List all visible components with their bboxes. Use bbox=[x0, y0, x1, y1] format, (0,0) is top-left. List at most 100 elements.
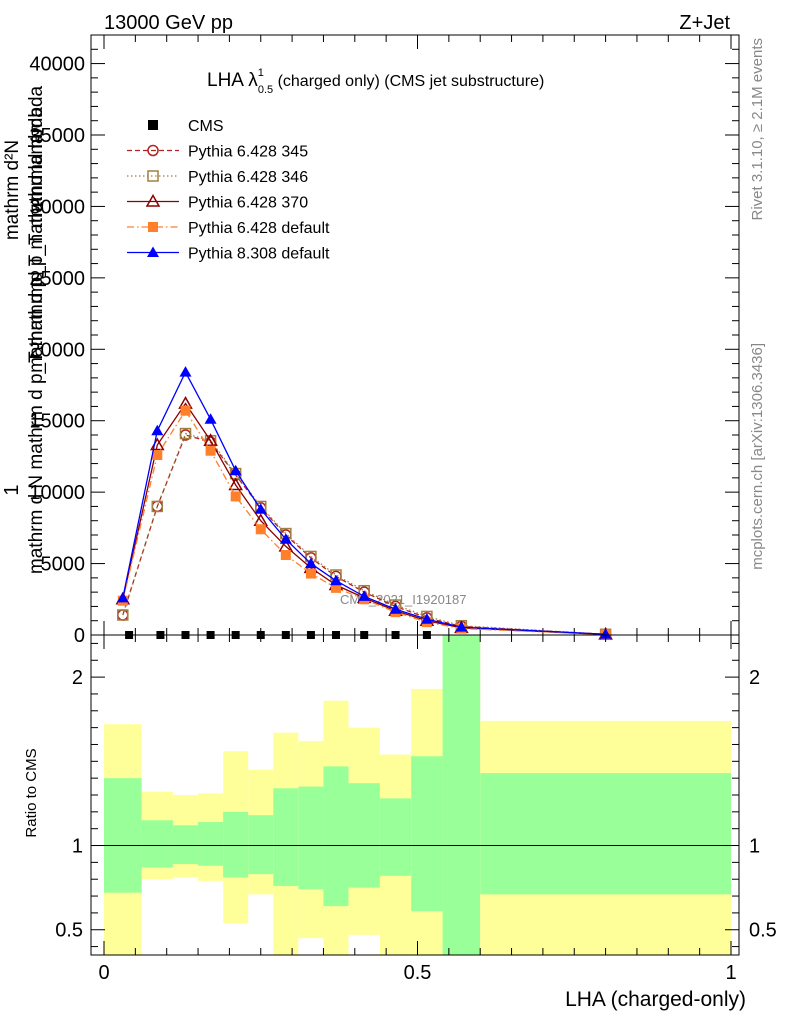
data-point bbox=[280, 550, 291, 560]
ratio-axis-ticks bbox=[91, 635, 739, 955]
legend-entry: Pythia 6.428 346 bbox=[127, 169, 308, 186]
series-5 bbox=[116, 366, 612, 639]
data-point bbox=[358, 590, 371, 601]
ratio-inner-band bbox=[480, 773, 731, 895]
data-point bbox=[279, 533, 292, 544]
main-y-tick-label: 30000 bbox=[29, 196, 85, 218]
legend-entry: Pythia 6.428 345 bbox=[127, 144, 308, 161]
main-series bbox=[115, 366, 613, 641]
data-point bbox=[151, 424, 164, 436]
ratio-y-tick-label: 0.5 bbox=[55, 920, 83, 942]
data-point bbox=[255, 524, 266, 535]
ratio-y-tick-labels: 0.5 0.5 1 1 2 2 bbox=[55, 667, 777, 942]
data-point bbox=[179, 366, 192, 377]
header-left: 13000 GeV pp bbox=[104, 12, 233, 34]
ratio-bands bbox=[104, 635, 731, 955]
legend-label: Pythia 6.428 370 bbox=[188, 195, 308, 212]
x-axis-title: LHA (charged-only) bbox=[565, 988, 746, 1011]
main-y-tick-labels: 0 5000 10000 15000 20000 25000 30000 35000 40000 bbox=[29, 54, 85, 647]
ratio-x-tick-labels: 0 0.5 1 bbox=[98, 962, 736, 984]
main-y-tick-label: 10000 bbox=[29, 482, 85, 504]
legend-entry: Pythia 6.428 default bbox=[127, 220, 330, 237]
data-point bbox=[330, 582, 341, 593]
ratio-inner-band bbox=[248, 815, 274, 875]
data-point bbox=[455, 621, 468, 632]
ratio-y-tick-label: 2 bbox=[72, 667, 83, 689]
legend-label: Pythia 6.428 345 bbox=[188, 144, 308, 161]
series-line bbox=[122, 370, 606, 635]
ratio-x-tick-label: 0.5 bbox=[404, 962, 432, 984]
main-y-tick-label: 25000 bbox=[29, 268, 85, 290]
ratio-inner-band bbox=[198, 821, 224, 866]
ratio-inner-band bbox=[323, 766, 349, 907]
legend: CMS Pythia 6.428 345 Pythia 6.428 346 Pythi… bbox=[127, 118, 330, 263]
data-point bbox=[389, 603, 402, 614]
data-point bbox=[203, 433, 218, 446]
main-title-prefix: LHA λ bbox=[207, 70, 258, 91]
data-point bbox=[180, 405, 191, 416]
main-y-tick-label: 40000 bbox=[29, 54, 85, 76]
main-y-tick-label: 0 bbox=[74, 625, 85, 647]
legend-label: Pythia 6.428 346 bbox=[188, 169, 308, 186]
data-point bbox=[228, 477, 243, 491]
legend-marker bbox=[148, 120, 158, 130]
legend-marker bbox=[147, 144, 159, 157]
data-point bbox=[117, 609, 129, 621]
ratio-inner-band bbox=[141, 820, 173, 868]
legend-marker bbox=[147, 170, 159, 182]
legend-label: Pythia 8.308 default bbox=[188, 246, 330, 263]
legend-entry: CMS bbox=[148, 118, 224, 135]
ratio-inner-band bbox=[223, 811, 249, 878]
main-ylabel-2: mathrm d²N bbox=[2, 140, 23, 240]
main-y-tick-label: 35000 bbox=[29, 125, 85, 147]
main-y-axis-title: 1 mathrm d N mathrm d p_T mathrmd p_T ma… bbox=[1, 85, 47, 574]
ratio-inner-band bbox=[298, 786, 324, 890]
data-point bbox=[599, 628, 612, 639]
main-ylabel-1: mathrm d N mathrm d p_T mathrmd p_T math… bbox=[26, 85, 47, 574]
data-point bbox=[152, 450, 163, 460]
main-title-sup: 1 bbox=[258, 67, 264, 79]
main-y-tick-label: 20000 bbox=[29, 339, 85, 361]
legend-entry: Pythia 8.308 default bbox=[127, 246, 330, 263]
ratio-x-tick-label: 0 bbox=[98, 962, 109, 984]
ratio-y-tick-label-right: 0.5 bbox=[749, 920, 777, 942]
main-ylabel-0: 1 bbox=[1, 484, 23, 495]
data-point bbox=[329, 574, 342, 586]
ratio-inner-band bbox=[104, 778, 142, 893]
data-point bbox=[116, 591, 129, 603]
ratio-panel: 0.5 0.51 12 2 0 0.5 1 bbox=[55, 634, 777, 984]
ratio-inner-band bbox=[379, 798, 412, 876]
data-point bbox=[230, 491, 241, 502]
main-ylabel-3: mathrm d p_T mathrmd lambda bbox=[26, 107, 47, 373]
ratio-x-tick-label: 1 bbox=[725, 962, 736, 984]
main-y-tick-label: 15000 bbox=[29, 411, 85, 433]
main-title: LHA λ1 0.5 (charged only) (CMS jet substr… bbox=[207, 67, 544, 96]
ratio-y-tick-label: 1 bbox=[72, 836, 83, 858]
mcplots-label: mcplots.cern.ch [arXiv:1306.3436] bbox=[749, 343, 766, 570]
main-panel: 0 5000 10000 15000 20000 25000 30000 35000 40000… bbox=[29, 34, 740, 647]
data-point bbox=[204, 413, 217, 424]
main-panel-frame bbox=[90, 34, 740, 636]
data-point bbox=[179, 427, 192, 440]
ratio-y-tick-label-right: 1 bbox=[749, 836, 760, 858]
ratio-y-axis-title: Ratio to CMS bbox=[23, 748, 40, 837]
data-point bbox=[420, 613, 433, 624]
data-point bbox=[229, 464, 242, 476]
data-point bbox=[205, 445, 216, 456]
legend-label: CMS bbox=[188, 118, 224, 135]
data-point bbox=[304, 557, 317, 569]
ratio-inner-band bbox=[348, 783, 380, 888]
main-title-sub: 0.5 bbox=[258, 84, 273, 96]
data-point bbox=[254, 503, 267, 514]
legend-marker bbox=[147, 246, 159, 257]
series-line bbox=[122, 409, 606, 636]
ratio-inner-band bbox=[411, 756, 443, 912]
rivet-label: Rivet 3.1.10, ≥ 2.1M events bbox=[749, 38, 766, 221]
data-point bbox=[305, 568, 316, 579]
main-y-tick-label: 5000 bbox=[41, 554, 86, 576]
legend-entry: Pythia 6.428 370 bbox=[127, 193, 308, 212]
ratio-y-tick-label-right: 2 bbox=[749, 667, 760, 689]
legend-marker bbox=[148, 222, 158, 232]
legend-label: Pythia 6.428 default bbox=[188, 220, 330, 237]
